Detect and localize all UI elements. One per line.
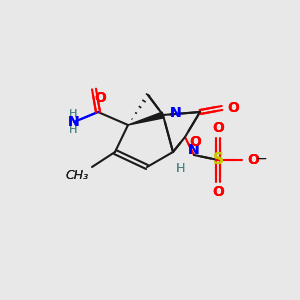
Text: O: O: [227, 101, 239, 115]
Text: O: O: [212, 185, 224, 199]
Circle shape: [212, 176, 224, 188]
Text: N: N: [170, 106, 182, 120]
Polygon shape: [128, 112, 164, 125]
Text: O: O: [247, 153, 259, 167]
Circle shape: [188, 149, 200, 161]
Circle shape: [212, 132, 224, 144]
Text: N: N: [188, 143, 200, 157]
Circle shape: [157, 109, 169, 121]
Text: H: H: [69, 125, 77, 135]
Text: O: O: [189, 135, 201, 149]
Circle shape: [212, 154, 224, 166]
Text: N: N: [68, 115, 79, 129]
Circle shape: [216, 102, 228, 114]
Text: CH₃: CH₃: [66, 169, 89, 182]
Text: N: N: [170, 106, 182, 120]
Text: O: O: [227, 101, 239, 115]
Text: CH₃: CH₃: [66, 169, 89, 182]
Text: O: O: [189, 135, 201, 149]
Circle shape: [68, 116, 80, 128]
Text: N: N: [188, 143, 200, 157]
Text: S: S: [212, 152, 224, 167]
Text: O: O: [94, 91, 106, 105]
Text: H: H: [69, 125, 77, 135]
Circle shape: [88, 83, 100, 95]
Text: O: O: [212, 121, 224, 135]
Text: H: H: [176, 162, 185, 175]
Text: −: −: [256, 152, 268, 166]
Text: O: O: [94, 91, 106, 105]
Text: N: N: [68, 115, 79, 129]
Text: H: H: [69, 109, 77, 119]
Text: −: −: [256, 152, 268, 166]
Text: H: H: [69, 109, 77, 119]
Text: O: O: [212, 185, 224, 199]
Text: O: O: [247, 153, 259, 167]
Circle shape: [236, 154, 248, 166]
Text: O: O: [212, 121, 224, 135]
Text: S: S: [212, 152, 224, 167]
Text: H: H: [176, 162, 185, 175]
Circle shape: [179, 131, 191, 143]
